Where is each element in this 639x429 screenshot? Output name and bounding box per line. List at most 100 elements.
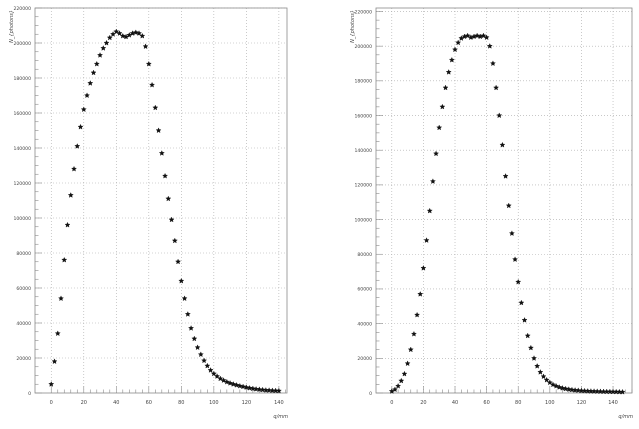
data-point	[474, 32, 481, 39]
data-point	[243, 384, 250, 390]
data-point	[214, 373, 221, 379]
data-point	[93, 60, 100, 67]
plot-frame	[34, 7, 288, 394]
data-point	[246, 384, 253, 391]
data-point	[439, 103, 446, 110]
data-point	[67, 192, 74, 198]
right-plot-panel: 0 20 40 60 80 100 120 140 0 20000 40000 60000 80000 1…	[350, 7, 633, 420]
x-tick-label: 100	[209, 400, 219, 406]
y-tick-label: 100000	[354, 217, 372, 223]
data-point	[512, 256, 519, 262]
y-tick-label: 160000	[13, 111, 31, 117]
data-point	[194, 344, 201, 351]
data-point	[562, 385, 569, 392]
data-point	[404, 360, 411, 367]
data-point	[543, 376, 550, 383]
data-point	[201, 357, 208, 364]
data-point	[429, 178, 436, 184]
y-tick-label: 180000	[354, 79, 372, 85]
x-tick-label: 140	[608, 400, 618, 406]
y-tick-label: 200000	[354, 44, 372, 50]
y-tick-label: 20000	[357, 356, 372, 362]
data-point	[483, 34, 490, 41]
left-plot-panel: 0 20 40 60 80 100 120 140 0 20000 40000 60000 80000 1…	[9, 6, 288, 420]
data-point	[168, 216, 175, 223]
data-point	[90, 69, 97, 76]
data-point	[531, 355, 537, 361]
data-point	[145, 60, 152, 67]
x-tick-label: 60	[146, 400, 152, 406]
data-point	[275, 387, 282, 394]
x-tick-label: 80	[515, 400, 521, 406]
data-point	[149, 81, 156, 88]
data-point	[227, 380, 234, 386]
x-tick-label: 0	[50, 400, 53, 406]
y-tick-label: 80000	[357, 252, 372, 258]
data-point	[442, 84, 449, 91]
data-point	[71, 165, 77, 172]
data-point	[410, 330, 417, 337]
y-tick-label: 160000	[354, 113, 372, 119]
x-tick-label: 100	[545, 400, 555, 406]
data-point	[515, 278, 522, 285]
data-point	[132, 29, 139, 36]
y-tick-label: 100000	[13, 216, 31, 222]
x-axis-title: q/mm	[273, 414, 288, 420]
data-point	[240, 383, 247, 390]
y-tick-label: 180000	[13, 76, 31, 82]
data-point	[175, 258, 182, 265]
data-point	[97, 52, 104, 58]
data-point	[106, 34, 113, 41]
data-point	[61, 256, 68, 263]
data-point	[420, 265, 427, 271]
data-point	[171, 237, 178, 244]
data-point	[155, 127, 162, 134]
x-tick-label: 140	[274, 400, 284, 406]
data-point	[100, 45, 107, 51]
y-tick-label: 60000	[16, 286, 31, 292]
y-tick-label: 80000	[16, 251, 31, 257]
data-point	[455, 39, 462, 46]
data-point	[116, 30, 123, 36]
x-tick-label: 60	[483, 400, 489, 406]
data-point	[537, 369, 544, 375]
data-point	[165, 195, 172, 202]
data-point	[572, 387, 579, 393]
data-point	[64, 221, 71, 228]
data-point	[502, 173, 509, 179]
data-point	[51, 358, 58, 365]
data-point	[508, 230, 515, 236]
data-point	[534, 362, 541, 369]
y-axis-title: N_{photons}	[350, 10, 356, 43]
data-point	[139, 32, 146, 39]
data-point	[417, 291, 424, 297]
data-point	[568, 386, 575, 393]
y-tick-label: 20000	[16, 356, 31, 362]
y-tick-label: 40000	[16, 321, 31, 327]
y-tick-label: 60000	[357, 287, 372, 293]
data-point	[253, 386, 260, 392]
data-point	[236, 382, 243, 389]
data-point	[74, 143, 81, 149]
data-point	[426, 207, 433, 214]
data-point	[233, 381, 240, 388]
data-point	[184, 311, 191, 317]
data-point	[619, 388, 626, 395]
data-point	[423, 237, 430, 243]
x-tick-label: 20	[420, 400, 426, 406]
y-tick-label: 140000	[13, 146, 31, 152]
x-tick-label: 20	[81, 400, 87, 406]
data-point	[188, 325, 195, 331]
data-point	[259, 386, 266, 393]
data-point	[54, 330, 61, 337]
data-point	[204, 362, 211, 369]
y-axis-title: N_{photons}	[9, 10, 15, 43]
x-axis-title: q/mm	[618, 414, 633, 420]
data-point	[162, 172, 169, 179]
data-point	[210, 370, 217, 377]
data-point	[80, 106, 87, 113]
data-point	[191, 335, 198, 342]
data-point	[103, 39, 110, 46]
data-point	[559, 385, 566, 391]
